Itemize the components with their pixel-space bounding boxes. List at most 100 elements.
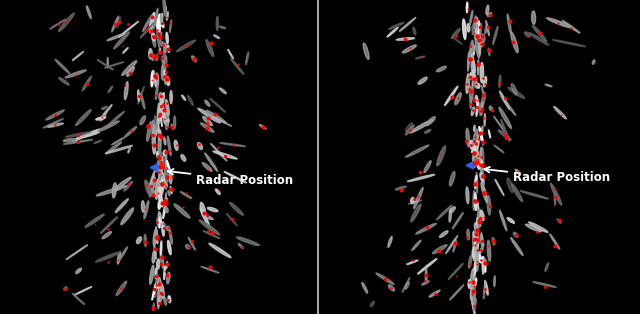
Ellipse shape [174,204,190,218]
Ellipse shape [220,143,246,147]
Ellipse shape [148,49,152,59]
Ellipse shape [449,171,455,186]
Ellipse shape [481,147,484,166]
Ellipse shape [474,158,476,166]
Ellipse shape [408,200,422,204]
Ellipse shape [220,88,227,94]
Ellipse shape [520,191,548,199]
Ellipse shape [396,38,415,40]
Ellipse shape [159,157,161,170]
Ellipse shape [166,226,170,230]
Ellipse shape [151,71,154,87]
Ellipse shape [181,154,186,161]
Ellipse shape [482,184,488,203]
Ellipse shape [413,187,423,209]
Ellipse shape [474,140,476,145]
Ellipse shape [154,275,158,295]
Ellipse shape [59,13,74,32]
Ellipse shape [164,137,166,145]
Ellipse shape [482,261,484,274]
Ellipse shape [493,26,498,45]
Ellipse shape [449,207,455,213]
Ellipse shape [164,297,166,305]
Ellipse shape [216,16,218,30]
Ellipse shape [182,95,186,100]
Ellipse shape [511,84,517,95]
Ellipse shape [200,123,214,132]
Ellipse shape [468,85,470,93]
Ellipse shape [145,180,151,196]
Ellipse shape [476,95,479,108]
Ellipse shape [479,127,483,141]
Ellipse shape [399,17,416,31]
Ellipse shape [508,218,515,223]
Ellipse shape [156,54,158,61]
Ellipse shape [449,285,464,300]
Ellipse shape [426,269,427,283]
Ellipse shape [507,14,511,34]
Ellipse shape [188,95,193,106]
Ellipse shape [554,192,556,205]
Ellipse shape [163,72,166,84]
Ellipse shape [156,73,159,87]
Ellipse shape [108,86,113,93]
Ellipse shape [201,266,219,273]
Ellipse shape [508,87,525,98]
Ellipse shape [486,21,490,36]
Ellipse shape [96,117,106,120]
Ellipse shape [472,71,474,90]
Ellipse shape [422,281,429,285]
Ellipse shape [115,199,129,213]
Ellipse shape [477,236,479,244]
Ellipse shape [474,135,476,139]
Ellipse shape [164,70,166,77]
Text: Radar Position: Radar Position [168,169,293,187]
Ellipse shape [46,110,64,120]
Ellipse shape [152,136,156,154]
Ellipse shape [162,225,164,236]
Ellipse shape [159,152,162,162]
Ellipse shape [418,77,427,84]
Ellipse shape [470,140,473,149]
Ellipse shape [166,272,170,284]
Ellipse shape [147,122,152,141]
Ellipse shape [486,5,489,14]
Ellipse shape [474,125,475,131]
Ellipse shape [156,160,159,172]
Ellipse shape [164,6,166,14]
Ellipse shape [50,19,66,29]
Ellipse shape [159,14,163,27]
Ellipse shape [166,12,168,20]
Ellipse shape [164,193,166,211]
Ellipse shape [59,78,69,85]
Ellipse shape [470,72,472,79]
Ellipse shape [472,148,477,160]
Ellipse shape [472,140,476,151]
Ellipse shape [499,91,510,110]
Ellipse shape [118,21,138,37]
Ellipse shape [449,209,451,222]
Ellipse shape [487,241,491,261]
Ellipse shape [474,235,476,248]
Ellipse shape [111,16,119,32]
Ellipse shape [213,151,237,159]
Ellipse shape [170,187,172,193]
Ellipse shape [141,93,145,109]
Ellipse shape [376,273,394,284]
Ellipse shape [473,156,476,167]
Ellipse shape [474,193,477,210]
Ellipse shape [198,143,202,149]
Ellipse shape [481,165,484,186]
Ellipse shape [370,301,374,307]
Ellipse shape [477,203,480,221]
Ellipse shape [205,153,218,171]
Ellipse shape [158,135,161,154]
Ellipse shape [436,66,446,72]
Ellipse shape [474,175,477,189]
Ellipse shape [437,146,445,166]
Ellipse shape [205,100,210,106]
Ellipse shape [481,235,483,250]
Ellipse shape [406,145,429,157]
Ellipse shape [47,123,63,127]
Ellipse shape [100,217,118,234]
